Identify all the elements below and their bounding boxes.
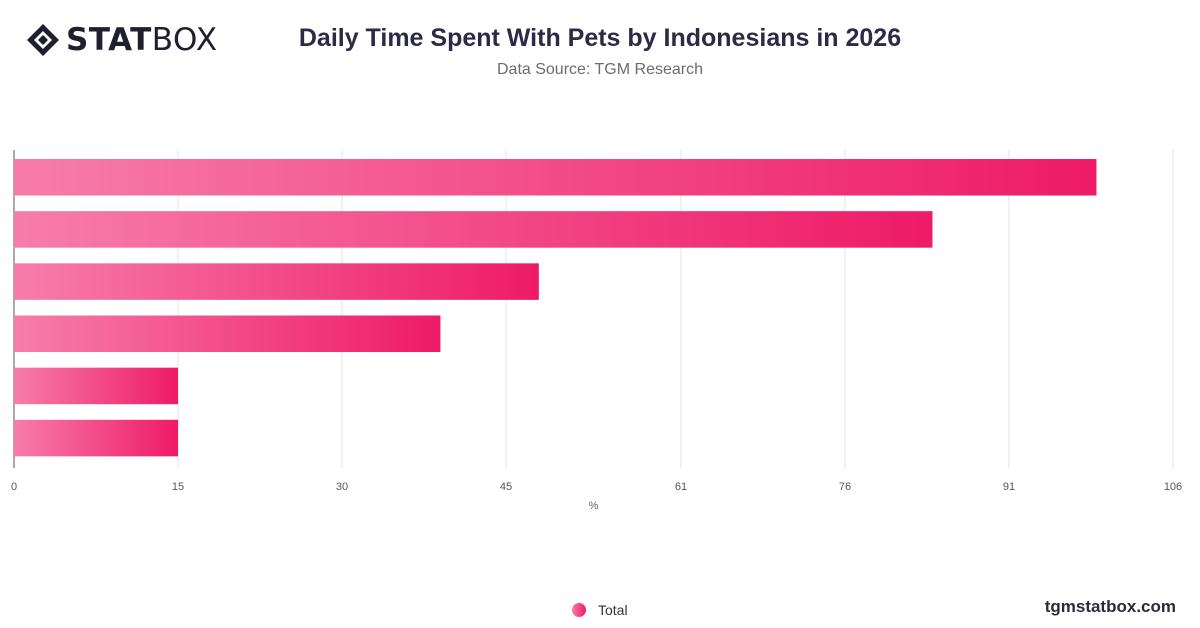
x-tick-label: 91	[1003, 481, 1015, 493]
x-axis-label: %	[589, 500, 599, 512]
bar[interactable]	[14, 367, 179, 405]
statbox-logo: STATBOX	[26, 20, 218, 60]
x-tick-label: 76	[839, 481, 851, 493]
bar[interactable]	[14, 263, 539, 300]
bar-chart: 0 15 30 45 61 76 91 106 %	[11, 150, 1182, 512]
chart-subtitle: Data Source: TGM Research	[496, 61, 703, 78]
logo-text-bold: STAT	[66, 22, 152, 58]
legend[interactable]: Total	[572, 602, 628, 618]
x-tick-label: 30	[336, 481, 348, 493]
statbox-diamond-icon	[27, 24, 59, 56]
x-tick-label: 106	[1164, 481, 1182, 493]
x-tick-label: 61	[675, 481, 687, 493]
x-tick-label: 0	[11, 481, 17, 493]
chart-title: Daily Time Spent With Pets by Indonesian…	[298, 24, 902, 52]
x-tick-label: 45	[500, 481, 512, 493]
logo-text: STATBOX	[66, 20, 218, 60]
bars	[14, 159, 1097, 457]
bar[interactable]	[14, 211, 933, 248]
bar[interactable]	[14, 159, 1097, 196]
bar[interactable]	[14, 315, 441, 353]
watermark: tgmstatbox.com	[1044, 597, 1176, 616]
logo-text-light: BOX	[151, 22, 218, 58]
legend-marker-icon	[572, 603, 586, 617]
grid-lines	[13, 150, 1174, 468]
x-axis-ticks: 0 15 30 45 61 76 91 106	[11, 481, 1182, 493]
legend-label: Total	[598, 602, 628, 618]
x-tick-label: 15	[172, 481, 184, 493]
bar[interactable]	[14, 419, 179, 457]
